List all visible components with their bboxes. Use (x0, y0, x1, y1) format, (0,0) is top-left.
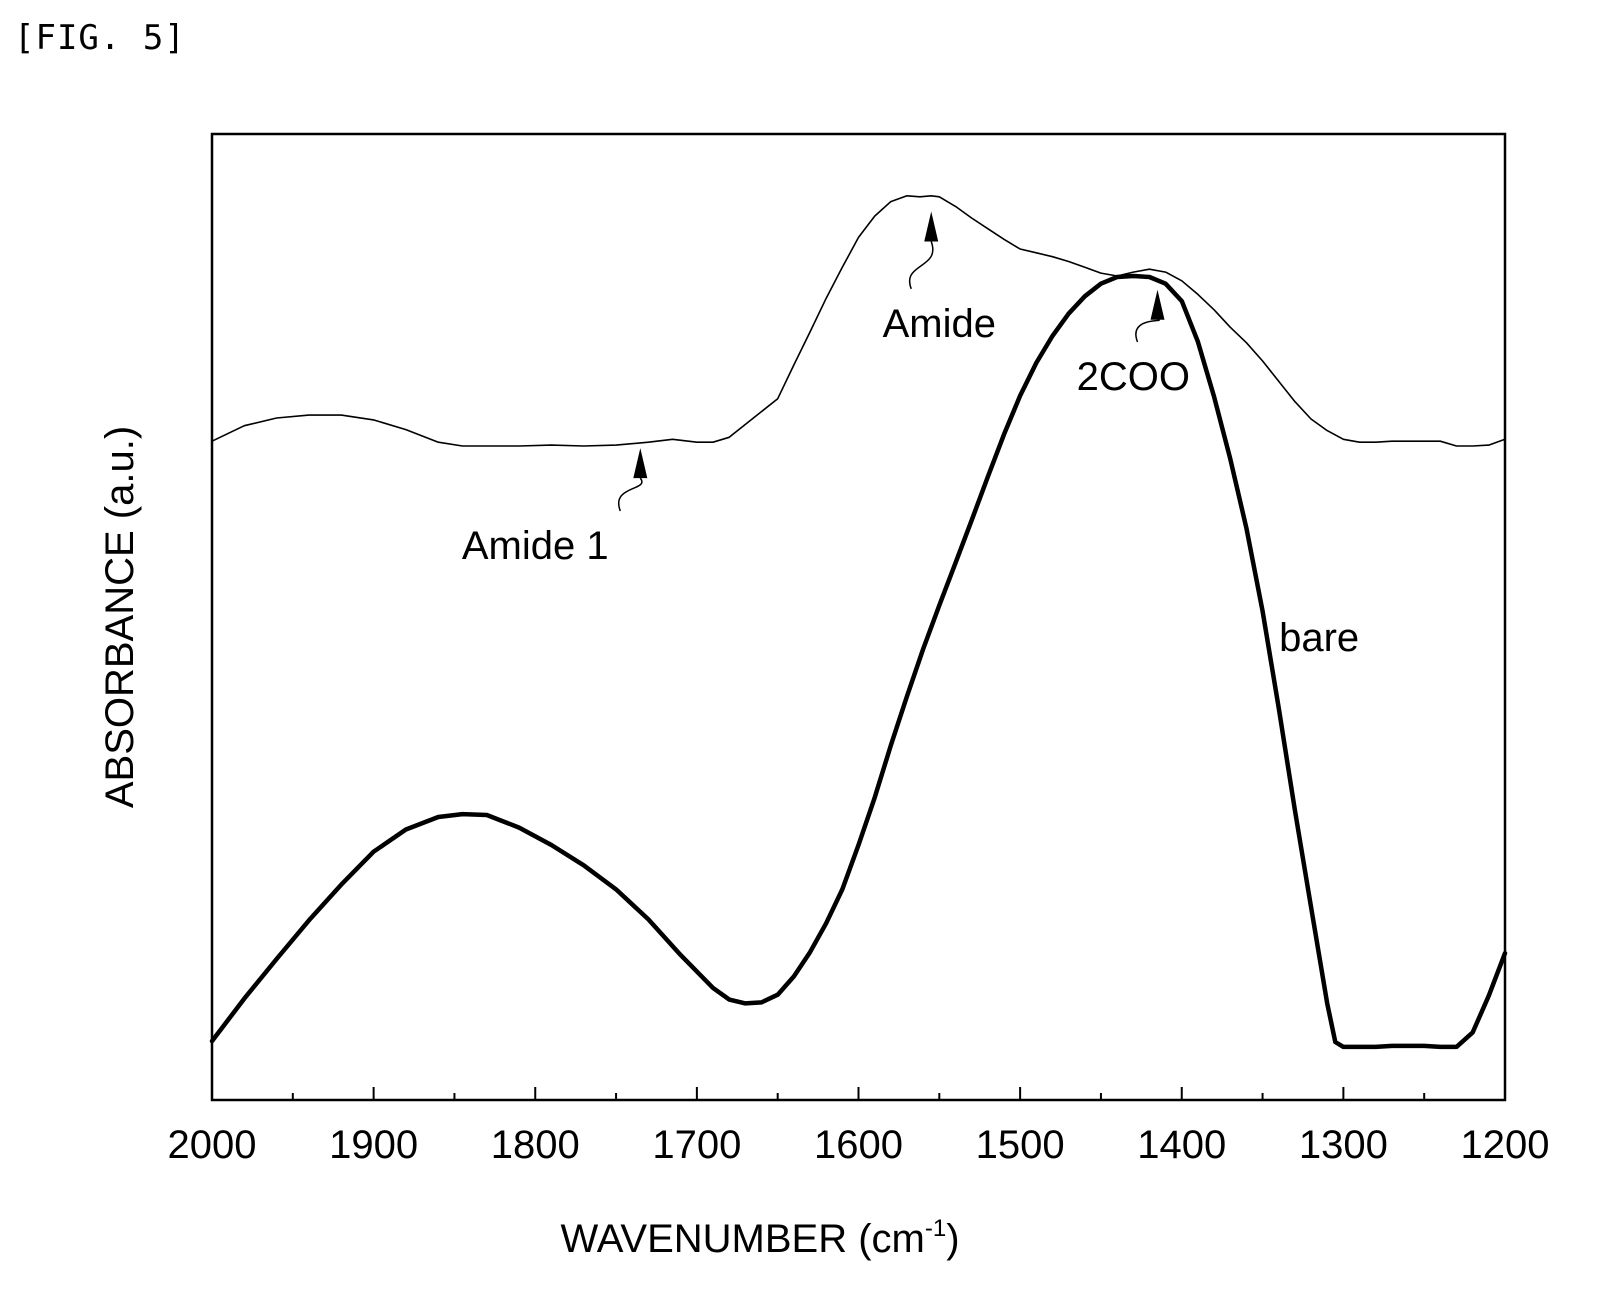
x-axis-title: WAVENUMBER (cm-1) (560, 1215, 959, 1261)
annotation-label: Amide 1 (462, 524, 609, 568)
y-axis-title: ABSORBANCE (a.u.) (98, 426, 142, 808)
annotation-leader (617, 477, 643, 512)
x-tick-label: 1500 (976, 1123, 1065, 1167)
x-ticks (211, 1087, 1506, 1100)
x-tick-label: 1200 (1461, 1123, 1550, 1167)
annotation-label: Amide (883, 302, 996, 346)
x-tick-label: 1900 (329, 1123, 418, 1167)
annotation-layer: Amide 1 Amide 2COO bare (462, 211, 1359, 660)
annotation-leader (908, 241, 934, 290)
x-tick-label: 1800 (491, 1123, 580, 1167)
annotation-label: bare (1279, 616, 1359, 660)
annotation-arrowhead (1150, 289, 1165, 320)
series-layer (209, 195, 1508, 1050)
x-tick-label: 1400 (1137, 1123, 1226, 1167)
figure-label: [FIG. 5] (14, 18, 186, 58)
x-tick-label: 1600 (814, 1123, 903, 1167)
x-tick-label: 2000 (168, 1123, 257, 1167)
x-tick-label: 1700 (652, 1123, 741, 1167)
annotation-leader (1135, 318, 1160, 343)
x-axis-title-superscript: -1 (925, 1215, 946, 1242)
series-line-upper (211, 195, 1506, 447)
x-axis-title-suffix: ) (946, 1217, 959, 1261)
annotation-arrowhead (924, 211, 939, 242)
annotation-label: 2COO (1077, 355, 1190, 399)
annotation-arrowhead (633, 448, 648, 479)
series-line-bare (209, 273, 1508, 1050)
x-tick-label: 1300 (1299, 1123, 1388, 1167)
x-tick-labels: 2000 1900 1800 1700 1600 1500 1400 1300 1200 (168, 1123, 1550, 1167)
x-axis-title-text: WAVENUMBER (cm (560, 1217, 924, 1261)
